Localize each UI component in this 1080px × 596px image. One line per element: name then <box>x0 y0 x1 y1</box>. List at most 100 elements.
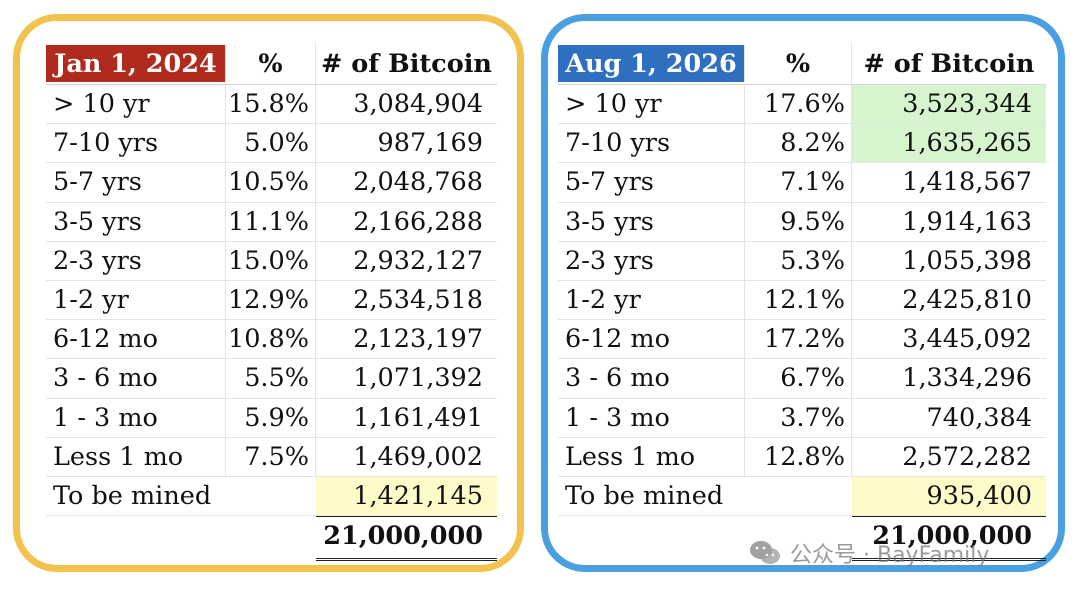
table-row: Less 1 mo 12.8% 2,572,282 <box>558 437 1046 477</box>
age-band-label: 1 - 3 mo <box>46 398 226 437</box>
table-row: 2-3 yrs 5.3% 1,055,398 <box>558 241 1046 281</box>
table-row: 6-12 mo 10.8% 2,123,197 <box>46 320 497 360</box>
total-count: 21,000,000 <box>852 516 1046 562</box>
table-row: 1 - 3 mo 3.7% 740,384 <box>558 398 1046 438</box>
pct-value: 10.5% <box>226 163 316 202</box>
bitcoin-count: 1,071,392 <box>353 363 483 394</box>
age-band-label: 3-5 yrs <box>46 202 226 241</box>
table-row: 6-12 mo 17.2% 3,445,092 <box>558 320 1046 360</box>
table-panel-jan-2024: Jan 1, 2024 % # of Bitcoin > 10 yr 15.8%… <box>13 14 524 572</box>
pct-value: 3.7% <box>745 398 852 437</box>
table-row: 7-10 yrs 5.0% 987,169 <box>46 124 497 164</box>
table-row: 1-2 yr 12.9% 2,534,518 <box>46 280 497 321</box>
bitcoin-count: 3,445,092 <box>902 324 1032 355</box>
age-band-label: 3 - 6 mo <box>558 359 745 398</box>
table-row: 3 - 6 mo 5.5% 1,071,392 <box>46 359 497 399</box>
pct-value: 17.6% <box>745 85 852 124</box>
age-band-label: Less 1 mo <box>46 437 226 476</box>
table-row: 3-5 yrs 11.1% 2,166,288 <box>46 202 497 242</box>
pct-column-header: % <box>745 43 852 84</box>
table-panel-aug-2026: Aug 1, 2026 % # of Bitcoin > 10 yr 17.6%… <box>541 14 1065 572</box>
pct-value: 12.8% <box>745 437 852 476</box>
age-band-label: > 10 yr <box>46 85 226 124</box>
wechat-icon <box>750 541 780 564</box>
bitcoin-count: 1,635,265 <box>852 124 1046 163</box>
pct-value: 12.1% <box>745 280 852 320</box>
age-band-label: 3 - 6 mo <box>46 359 226 398</box>
to-be-mined-label: To be mined <box>53 480 212 511</box>
table-row: 5-7 yrs 7.1% 1,418,567 <box>558 163 1046 203</box>
age-band-label: 1-2 yr <box>46 280 226 320</box>
table-row: 1 - 3 mo 5.9% 1,161,491 <box>46 398 497 438</box>
date-badge: Aug 1, 2026 <box>558 45 745 82</box>
table-row: > 10 yr 17.6% 3,523,344 <box>558 85 1046 125</box>
bitcoin-count: 1,161,491 <box>353 402 483 433</box>
bitcoin-count-column-header: # of Bitcoin <box>863 48 1035 79</box>
total-pct-empty <box>226 516 316 555</box>
pct-value: 9.5% <box>745 202 852 241</box>
bitcoin-count: 2,123,197 <box>353 324 483 355</box>
pct-value-empty <box>226 477 316 515</box>
pct-value: 5.9% <box>226 398 316 437</box>
to-be-mined-label: To be mined <box>565 480 724 511</box>
pct-value: 5.0% <box>226 124 316 163</box>
table-row: 1-2 yr 12.1% 2,425,810 <box>558 280 1046 321</box>
age-band-label: Less 1 mo <box>558 437 745 476</box>
age-band-label: 6-12 mo <box>558 320 745 359</box>
watermark-text: 公众号 · BayFamily <box>790 543 990 568</box>
pct-column-header: % <box>226 43 316 84</box>
bitcoin-count: 1,469,002 <box>353 441 483 472</box>
pct-value: 15.8% <box>226 85 316 124</box>
pct-value: 7.5% <box>226 437 316 476</box>
age-band-label: 1 - 3 mo <box>558 398 745 437</box>
pct-value: 8.2% <box>745 124 852 163</box>
bitcoin-count: 987,169 <box>377 128 483 159</box>
table-row: Less 1 mo 7.5% 1,469,002 <box>46 437 497 477</box>
table-row: 3-5 yrs 9.5% 1,914,163 <box>558 202 1046 242</box>
total-label-empty <box>46 516 226 555</box>
bitcoin-count: 3,084,904 <box>353 89 483 120</box>
table-row: 3 - 6 mo 6.7% 1,334,296 <box>558 359 1046 399</box>
pct-value: 5.3% <box>745 241 852 280</box>
watermark: 公众号 · BayFamily <box>748 537 989 569</box>
pct-value: 10.8% <box>226 320 316 359</box>
pct-value: 5.5% <box>226 359 316 398</box>
bitcoin-count: 1,055,398 <box>902 245 1032 276</box>
table-row: 5-7 yrs 10.5% 2,048,768 <box>46 163 497 203</box>
bitcoin-count: 3,523,344 <box>852 85 1046 124</box>
table-row: 7-10 yrs 8.2% 1,635,265 <box>558 124 1046 164</box>
bitcoin-count: 1,334,296 <box>902 363 1032 394</box>
bitcoin-count: 2,048,768 <box>353 167 483 198</box>
pct-value-empty <box>745 477 852 515</box>
pct-value: 17.2% <box>745 320 852 359</box>
bitcoin-age-table-aug-2026: Aug 1, 2026 % # of Bitcoin > 10 yr 17.6%… <box>558 43 1046 562</box>
age-band-label: 5-7 yrs <box>46 163 226 202</box>
bitcoin-count: 2,425,810 <box>902 285 1032 316</box>
bitcoin-age-table-jan-2024: Jan 1, 2024 % # of Bitcoin > 10 yr 15.8%… <box>46 43 497 562</box>
age-band-label: 1-2 yr <box>558 280 745 320</box>
pct-value: 15.0% <box>226 241 316 280</box>
age-band-label: 2-3 yrs <box>46 241 226 280</box>
pct-value: 6.7% <box>745 359 852 398</box>
to-be-mined-row: To be mined 1,421,145 <box>46 476 497 517</box>
bitcoin-count: 2,534,518 <box>353 285 483 316</box>
to-be-mined-count: 935,400 <box>852 476 1046 516</box>
pct-value: 7.1% <box>745 163 852 202</box>
table-row: 2-3 yrs 15.0% 2,932,127 <box>46 241 497 281</box>
date-badge: Jan 1, 2024 <box>46 45 226 82</box>
bitcoin-count-column-header: # of Bitcoin <box>321 48 492 79</box>
bitcoin-count: 2,932,127 <box>353 245 483 276</box>
age-band-label: 7-10 yrs <box>558 124 745 163</box>
age-band-label: 6-12 mo <box>46 320 226 359</box>
total-label-empty <box>558 516 745 555</box>
to-be-mined-count: 1,421,145 <box>316 476 497 516</box>
age-band-label: > 10 yr <box>558 85 745 124</box>
bitcoin-count: 1,418,567 <box>902 167 1032 198</box>
total-row: 21,000,000 <box>46 516 497 562</box>
age-band-label: 7-10 yrs <box>46 124 226 163</box>
pct-value: 11.1% <box>226 202 316 241</box>
age-band-label: 5-7 yrs <box>558 163 745 202</box>
bitcoin-count: 1,914,163 <box>902 206 1032 237</box>
total-row: 21,000,000 <box>558 516 1046 562</box>
age-band-label: 2-3 yrs <box>558 241 745 280</box>
